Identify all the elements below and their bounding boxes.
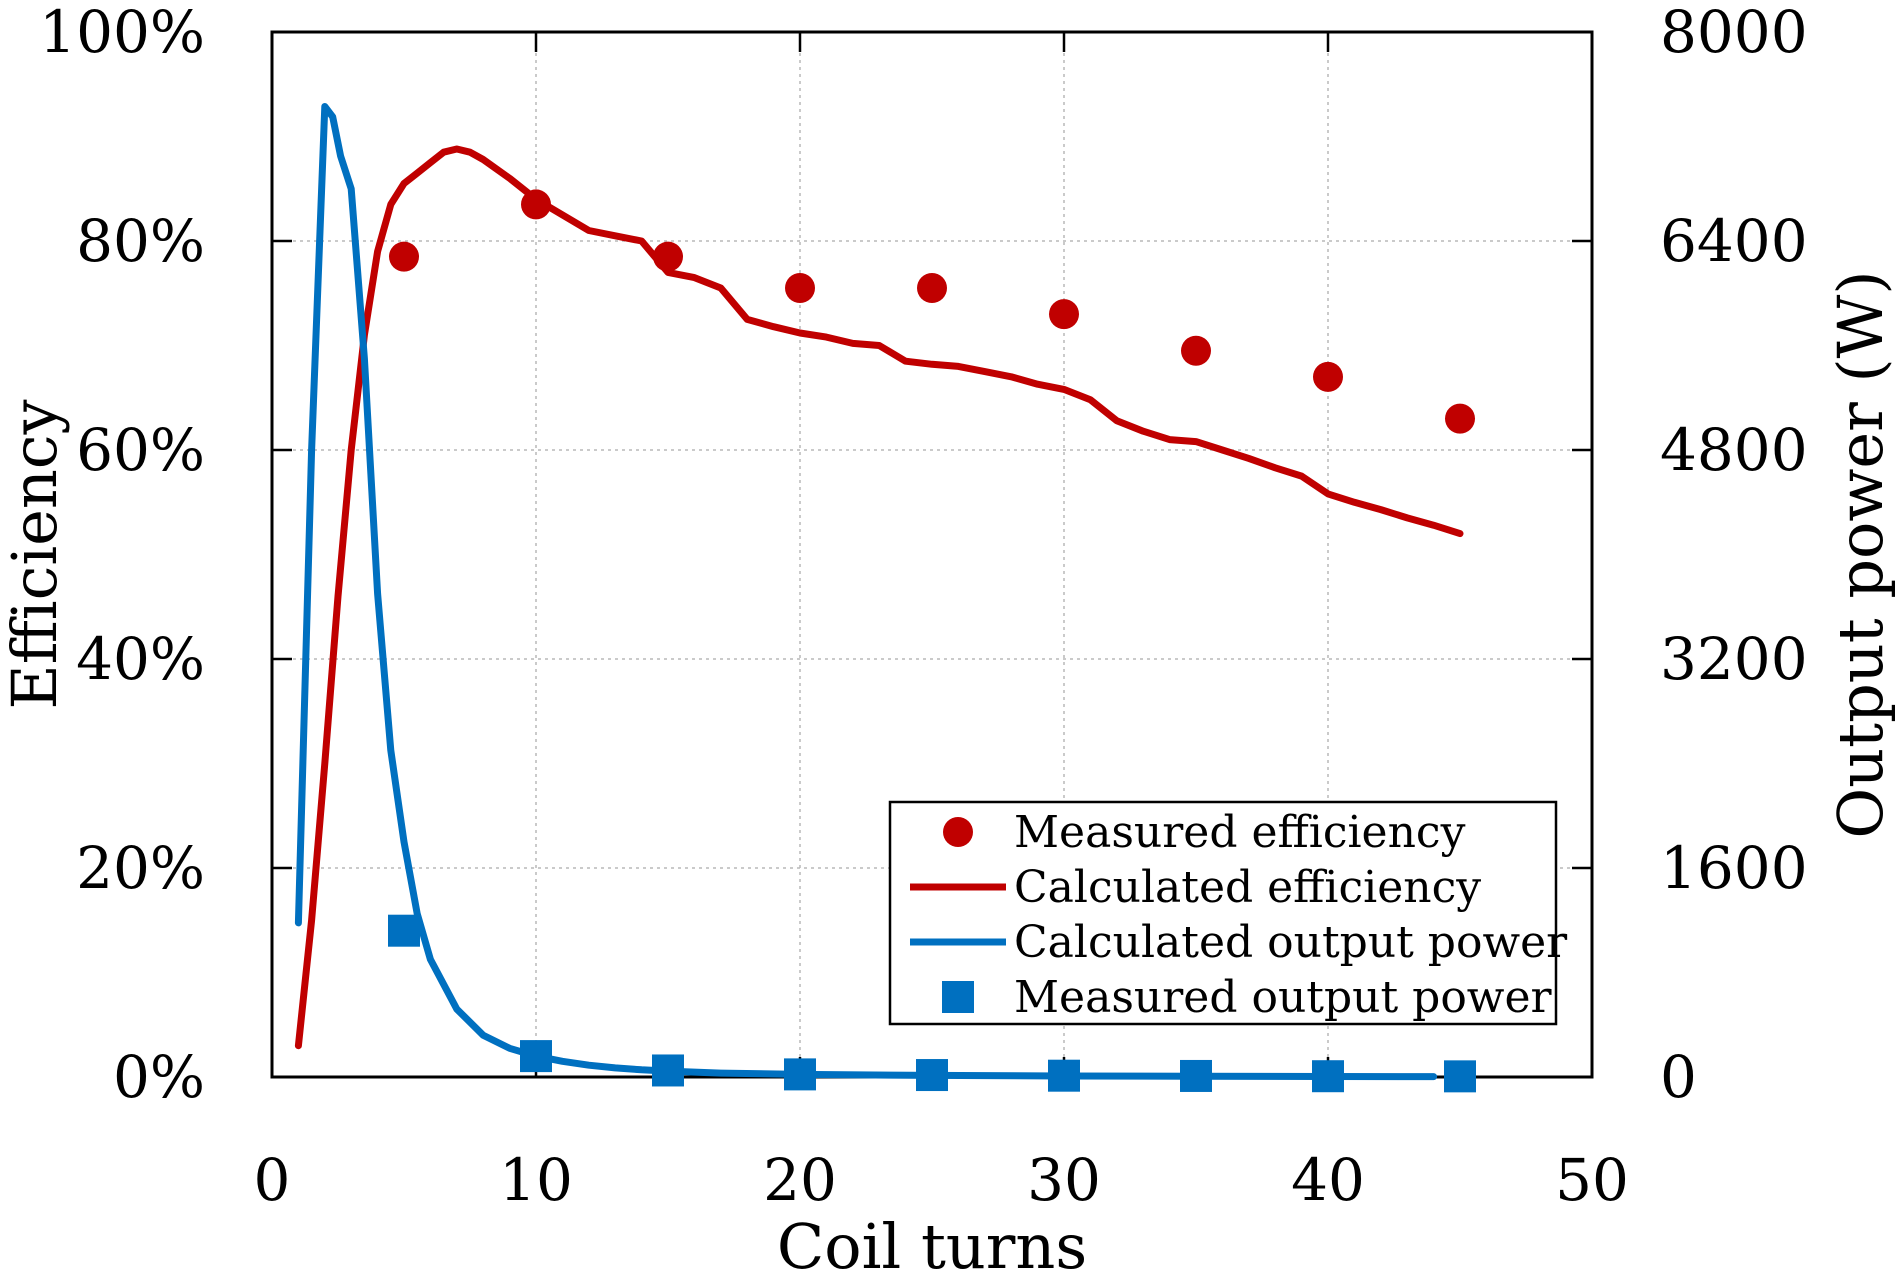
measured-power-point — [652, 1054, 684, 1087]
y-left-tick-label: 100% — [39, 0, 205, 66]
measured-efficiency-point — [1049, 299, 1079, 330]
legend-keys — [910, 817, 1006, 1013]
y-right-tick-label: 8000 — [1660, 0, 1808, 66]
axis-ticks: 0 10 20 30 40 50 0% 0 20% 1600 40% 3200 60% 4800 80% 64… — [39, 0, 1807, 1214]
x-tick-label: 20 — [763, 1146, 837, 1214]
measured-power-point — [784, 1058, 816, 1091]
legend-label-calculated-efficiency: Calculated efficiency — [1014, 862, 1481, 913]
x-tick-label: 40 — [1291, 1146, 1365, 1214]
y-left-tick-label: 60% — [76, 416, 205, 484]
x-tick-label: 10 — [499, 1146, 573, 1214]
y-right-tick-label: 1600 — [1660, 834, 1808, 902]
measured-power-point — [1312, 1060, 1344, 1093]
data-layer — [294, 103, 1476, 1093]
legend-box — [888, 800, 1558, 1026]
series-line-calculated-efficiency — [294, 145, 1464, 1050]
measured-efficiency-point — [1313, 361, 1343, 392]
y-right-axis-title: Output power (W) — [1824, 270, 1897, 838]
measured-power-point — [1048, 1059, 1080, 1092]
y-right-tick-label: 0 — [1660, 1043, 1697, 1111]
x-tick-label: 30 — [1027, 1146, 1101, 1214]
y-right-tick-label: 6400 — [1660, 207, 1808, 275]
y-left-axis-title: Efficiency — [0, 399, 71, 709]
measured-power-point — [1180, 1059, 1212, 1092]
series-line-calculated-output-power — [294, 103, 1438, 1081]
legend: Measured efficiency Calculated efficienc… — [888, 800, 1568, 1026]
x-tick-label: 0 — [254, 1146, 291, 1214]
measured-power-point — [916, 1059, 948, 1092]
legend-label-measured-efficiency: Measured efficiency — [1014, 807, 1466, 858]
y-left-tick-label: 0% — [113, 1043, 205, 1111]
measured-power-point — [520, 1040, 552, 1073]
measured-efficiency-point — [389, 241, 419, 272]
measured-efficiency-point — [785, 273, 815, 304]
y-right-tick-label: 3200 — [1660, 625, 1808, 693]
measured-power-point — [1444, 1060, 1476, 1093]
legend-label-calculated-output-power: Calculated output power — [1014, 917, 1568, 968]
x-axis-title: Coil turns — [777, 1210, 1087, 1280]
measured-power-point — [388, 914, 420, 947]
measured-efficiency-point — [1181, 335, 1211, 366]
x-tick-label: 50 — [1555, 1146, 1629, 1214]
legend-key-square-icon — [942, 981, 974, 1013]
measured-efficiency-point — [653, 241, 683, 272]
y-left-tick-label: 80% — [76, 207, 205, 275]
measured-efficiency-point — [1445, 403, 1475, 434]
legend-key-circle-icon — [943, 817, 973, 847]
measured-efficiency-point — [917, 273, 947, 304]
y-left-tick-label: 20% — [76, 834, 205, 902]
y-left-tick-label: 40% — [76, 625, 205, 693]
measured-efficiency-point — [521, 189, 551, 220]
y-right-tick-label: 4800 — [1660, 416, 1808, 484]
legend-label-measured-output-power: Measured output power — [1014, 972, 1553, 1023]
